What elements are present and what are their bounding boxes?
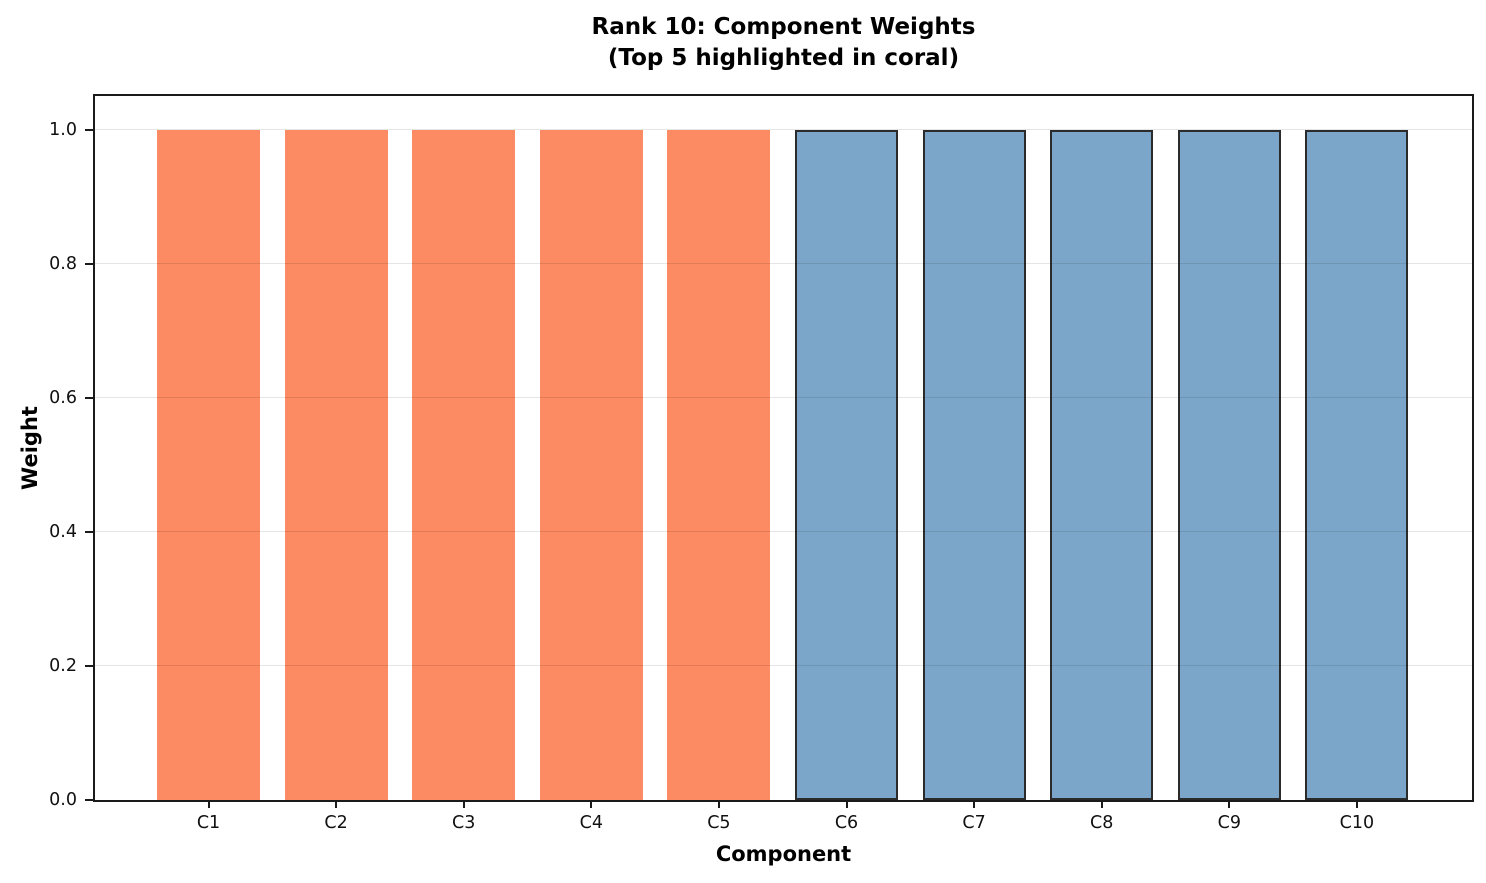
y-axis-label: Weight — [18, 406, 42, 490]
y-tick-mark-0.4 — [85, 530, 93, 533]
bar-C5 — [667, 129, 771, 800]
x-tick-mark-C7 — [973, 800, 976, 808]
bar-C9 — [1177, 129, 1281, 800]
y-axis: 0.0 0.2 0.4 0.6 0.8 1.0 — [0, 96, 93, 810]
y-tick-mark-0.8 — [85, 262, 93, 265]
bar-C8 — [1050, 129, 1154, 800]
x-tick-mark-C3 — [462, 800, 465, 808]
x-tick-mark-C2 — [335, 800, 338, 808]
plot-area — [93, 94, 1474, 802]
x-tick-label-C5: C5 — [707, 813, 731, 833]
x-tick-label-C9: C9 — [1217, 813, 1241, 833]
bar-C7 — [922, 129, 1026, 800]
bar-C1 — [157, 129, 260, 800]
y-tick-mark-1.0 — [85, 128, 93, 131]
x-tick-mark-C1 — [207, 800, 210, 808]
x-tick-label-C10: C10 — [1339, 813, 1375, 833]
x-tick-label-C6: C6 — [834, 813, 859, 833]
x-tick-label-C4: C4 — [579, 813, 603, 833]
chart-title: Rank 10: Component Weights (Top 5 highli… — [93, 12, 1474, 74]
y-tick-label-1.0: 1.0 — [49, 119, 77, 140]
bar-C6 — [795, 129, 898, 800]
x-axis: C1 C2 C3 C4 C5 C6 C7 C8 C9 C10 — [95, 800, 1472, 850]
x-tick-label-C7: C7 — [962, 813, 986, 833]
bar-C3 — [412, 129, 516, 800]
y-tick-label-0.8: 0.8 — [49, 253, 77, 274]
x-tick-label-C3: C3 — [452, 813, 476, 833]
x-tick-label-C2: C2 — [324, 813, 348, 833]
bar-C4 — [539, 129, 643, 800]
chart-title-line1: Rank 10: Component Weights — [591, 14, 976, 40]
x-tick-mark-C9 — [1228, 800, 1231, 808]
x-tick-mark-C4 — [590, 800, 593, 808]
y-tick-label-0.0: 0.0 — [49, 790, 77, 810]
chart-title-line2: (Top 5 highlighted in coral) — [607, 45, 960, 71]
x-tick-mark-C5 — [717, 800, 720, 808]
bar-C2 — [284, 129, 388, 800]
y-tick-label-0.4: 0.4 — [49, 521, 77, 542]
y-tick-mark-0.0 — [85, 799, 93, 801]
bar-C10 — [1305, 129, 1409, 800]
y-tick-label-0.6: 0.6 — [49, 387, 77, 408]
y-tick-mark-0.6 — [85, 396, 93, 399]
y-tick-mark-0.2 — [85, 664, 93, 667]
x-tick-mark-C10 — [1355, 800, 1358, 808]
x-axis-label: Component — [715, 842, 852, 866]
y-tick-label-0.2: 0.2 — [49, 655, 77, 676]
x-tick-label-C8: C8 — [1090, 813, 1114, 833]
x-tick-mark-C6 — [845, 800, 848, 808]
x-tick-label-C1: C1 — [196, 813, 221, 833]
x-tick-mark-C8 — [1100, 800, 1103, 808]
